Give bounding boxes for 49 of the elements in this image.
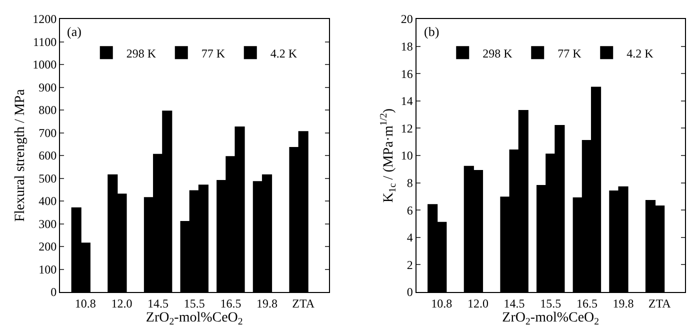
y-tick-label: 300 [38,216,57,231]
y-tick-label: 16 [400,66,413,81]
legend-label: 77 K [558,46,582,60]
y-tick-label: 10 [400,148,413,163]
y-tick-label: 400 [38,194,57,208]
x-tick-label: 16.5 [576,296,598,310]
x-tick-label: 15.5 [184,296,205,310]
y-tick-label: 2 [406,258,413,272]
y-tick-label: 1100 [33,34,57,49]
y-tick-label: 100 [38,262,57,276]
x-tick-label: 14.5 [148,296,169,310]
legend-label: 4.2 K [626,46,654,60]
legend-label: 298 K [126,46,156,60]
legend-label: 298 K [482,46,513,60]
annotation: (b) [424,24,440,39]
x-tick-label: 19.8 [612,296,634,310]
y-tick-label: 4 [406,230,413,245]
x-tick-label: 12.0 [111,296,132,310]
y-tick-label: 1200 [32,12,57,26]
y-tick-label: 900 [38,80,57,94]
y-tick-label: 0 [50,285,57,300]
annotation: (a) [67,24,82,39]
y-tick-label: 800 [38,103,57,118]
y-tick-label: 14 [400,94,413,108]
y-tick-label: 600 [38,148,57,163]
x-tick-label: 16.5 [220,296,242,310]
x-tick-label: 15.5 [540,296,562,310]
x-tick-label: 19.8 [256,296,278,310]
legend-label: 77 K [201,46,226,60]
y-tick-label: 6 [406,203,413,218]
x-tick-label: 12.0 [467,296,488,310]
y-tick-label: 0 [406,285,413,300]
x-tick-label: 14.5 [504,296,525,310]
y-axis-title: Flexural strength / MPa [13,88,28,222]
y-tick-label: 1000 [32,58,57,72]
y-tick-label: 12 [400,121,413,136]
x-tick-label: ZTA [292,296,315,310]
y-tick-label: 200 [38,240,57,254]
y-tick-label: 20 [400,12,413,26]
y-tick-label: 700 [38,126,57,140]
x-axis-title: ZrO$_{2}$-mol%CeO$_{2}$ [146,310,243,328]
y-tick-label: 18 [400,40,413,54]
x-tick-label: 10.8 [74,296,96,310]
y-tick-label: 500 [38,171,57,186]
y-tick-label: 8 [406,176,413,190]
x-tick-label: 10.8 [431,296,452,310]
x-axis-title: ZrO$_{2}$-mol%CeO$_{2}$ [502,310,600,328]
x-tick-label: ZTA [648,296,672,310]
legend-label: 4.2 K [270,46,298,60]
